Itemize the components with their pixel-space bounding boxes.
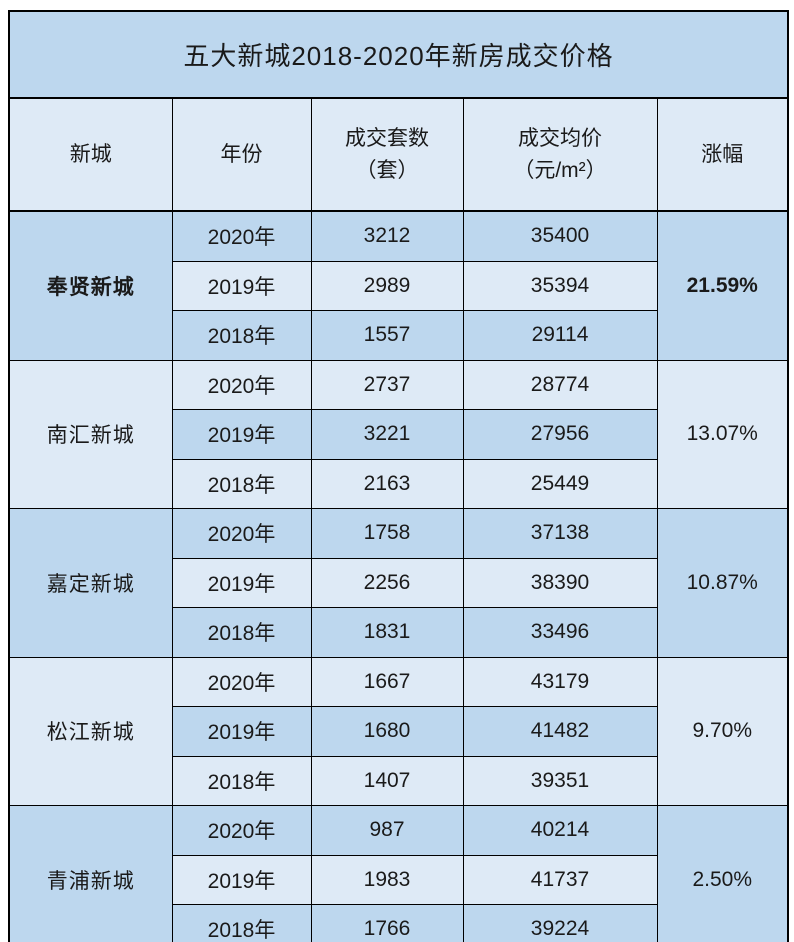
units-cell: 987 [310,805,464,856]
header-year: 年份 [171,97,312,212]
city-cell: 嘉定新城 [8,508,173,658]
city-cell: 青浦新城 [8,805,173,942]
table-row: 南汇新城 2020年 2737 28774 13.07% [8,359,789,509]
year-cell: 2018年 [171,310,312,361]
price-cell: 39351 [462,755,658,806]
price-cell: 28774 [462,359,658,410]
year-cell: 2020年 [171,805,312,856]
units-cell: 2737 [310,359,464,410]
year-cell: 2018年 [171,755,312,806]
price-cell: 39224 [462,904,658,942]
price-cell: 27956 [462,409,658,460]
table-row: 2019年 3221 27956 [9,409,788,460]
price-cell: 37138 [462,508,658,559]
price-cell: 40214 [462,805,658,856]
table-row: 2019年 2989 35394 [9,260,788,311]
growth-cell: 21.59% [656,210,789,361]
year-cell: 2020年 [171,210,312,262]
table-row: 青浦新城 2020年 987 40214 2.50% [8,805,789,942]
table-row: 松江新城 2020年 1667 43179 9.70% [8,656,789,806]
header-units: 成交套数 （套） [310,97,464,212]
year-cell: 2019年 [171,557,312,608]
table-row: 2018年 1557 29114 [9,310,788,361]
table-row: 2019年 1983 41737 [9,854,788,905]
price-cell: 41482 [462,706,658,757]
header-row: 新城 年份 成交套数 （套） 成交均价 （元/m²） 涨幅 [8,97,789,212]
table-row: 2018年 1407 39351 [9,755,788,806]
units-cell: 2256 [310,557,464,608]
table-row: 2018年 1766 39224 [9,904,788,942]
header-city: 新城 [8,97,173,212]
units-cell: 1831 [310,607,464,658]
units-cell: 1407 [310,755,464,806]
year-cell: 2018年 [171,458,312,509]
price-cell: 29114 [462,310,658,361]
units-cell: 1983 [310,854,464,905]
year-cell: 2020年 [171,656,312,707]
title-row: 五大新城2018-2020年新房成交价格 [8,10,789,99]
units-cell: 1557 [310,310,464,361]
year-cell: 2018年 [171,607,312,658]
year-cell: 2019年 [171,854,312,905]
table-row: 奉贤新城 2020年 3212 35400 21.59% [8,210,789,361]
year-cell: 2019年 [171,706,312,757]
table-row: 2018年 1831 33496 [9,607,788,658]
price-cell: 25449 [462,458,658,509]
city-cell: 南汇新城 [8,359,173,509]
units-cell: 3221 [310,409,464,460]
growth-cell: 9.70% [656,656,789,806]
table-row: 2018年 2163 25449 [9,458,788,509]
price-cell: 35400 [462,210,658,262]
units-cell: 1667 [310,656,464,707]
table-title: 五大新城2018-2020年新房成交价格 [8,10,789,99]
units-cell: 1680 [310,706,464,757]
price-cell: 33496 [462,607,658,658]
price-cell: 38390 [462,557,658,608]
year-cell: 2020年 [171,359,312,410]
price-cell: 43179 [462,656,658,707]
table-row: 2019年 2256 38390 [9,557,788,608]
year-cell: 2019年 [171,260,312,311]
growth-cell: 10.87% [656,508,789,658]
growth-cell: 13.07% [656,359,789,509]
city-cell: 奉贤新城 [8,210,173,361]
header-growth: 涨幅 [656,97,789,212]
header-price: 成交均价 （元/m²） [462,97,658,212]
price-cell: 35394 [462,260,658,311]
units-cell: 2163 [310,458,464,509]
units-cell: 1766 [310,904,464,942]
table-row: 嘉定新城 2020年 1758 37138 10.87% [8,508,789,658]
year-cell: 2020年 [171,508,312,559]
year-cell: 2019年 [171,409,312,460]
units-cell: 3212 [310,210,464,262]
city-cell: 松江新城 [8,656,173,806]
price-cell: 41737 [462,854,658,905]
table-row: 2019年 1680 41482 [9,706,788,757]
growth-cell: 2.50% [656,805,789,942]
price-table: 五大新城2018-2020年新房成交价格 新城 年份 成交套数 （套） 成交均价… [8,10,789,942]
year-cell: 2018年 [171,904,312,942]
units-cell: 2989 [310,260,464,311]
units-cell: 1758 [310,508,464,559]
